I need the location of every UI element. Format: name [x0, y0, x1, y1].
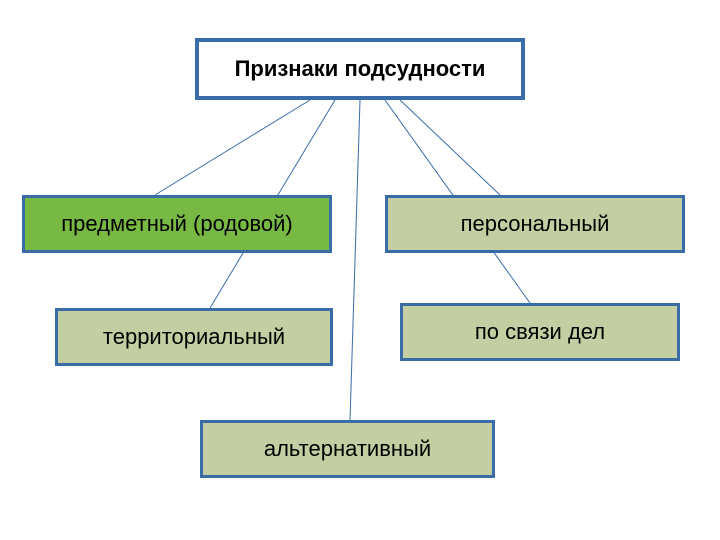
node-by-link-label: по связи дел — [475, 319, 605, 345]
node-alternative: альтернативный — [200, 420, 495, 478]
node-alternative-label: альтернативный — [264, 436, 431, 462]
node-subject-label: предметный (родовой) — [61, 211, 292, 237]
node-subject: предметный (родовой) — [22, 195, 332, 253]
node-personal: персональный — [385, 195, 685, 253]
node-territorial-label: территориальный — [103, 324, 285, 350]
node-territorial: территориальный — [55, 308, 333, 366]
node-root-label: Признаки подсудности — [235, 56, 486, 82]
node-by-link: по связи дел — [400, 303, 680, 361]
node-root: Признаки подсудности — [195, 38, 525, 100]
node-personal-label: персональный — [461, 211, 610, 237]
